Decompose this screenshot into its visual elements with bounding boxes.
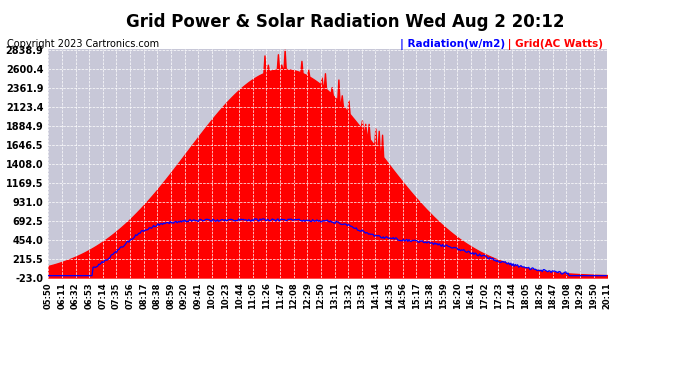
Text: | Grid(AC Watts): | Grid(AC Watts) xyxy=(504,39,602,50)
Text: Copyright 2023 Cartronics.com: Copyright 2023 Cartronics.com xyxy=(7,39,159,50)
Text: | Radiation(w/m2): | Radiation(w/m2) xyxy=(400,39,505,50)
Text: Grid Power & Solar Radiation Wed Aug 2 20:12: Grid Power & Solar Radiation Wed Aug 2 2… xyxy=(126,13,564,31)
